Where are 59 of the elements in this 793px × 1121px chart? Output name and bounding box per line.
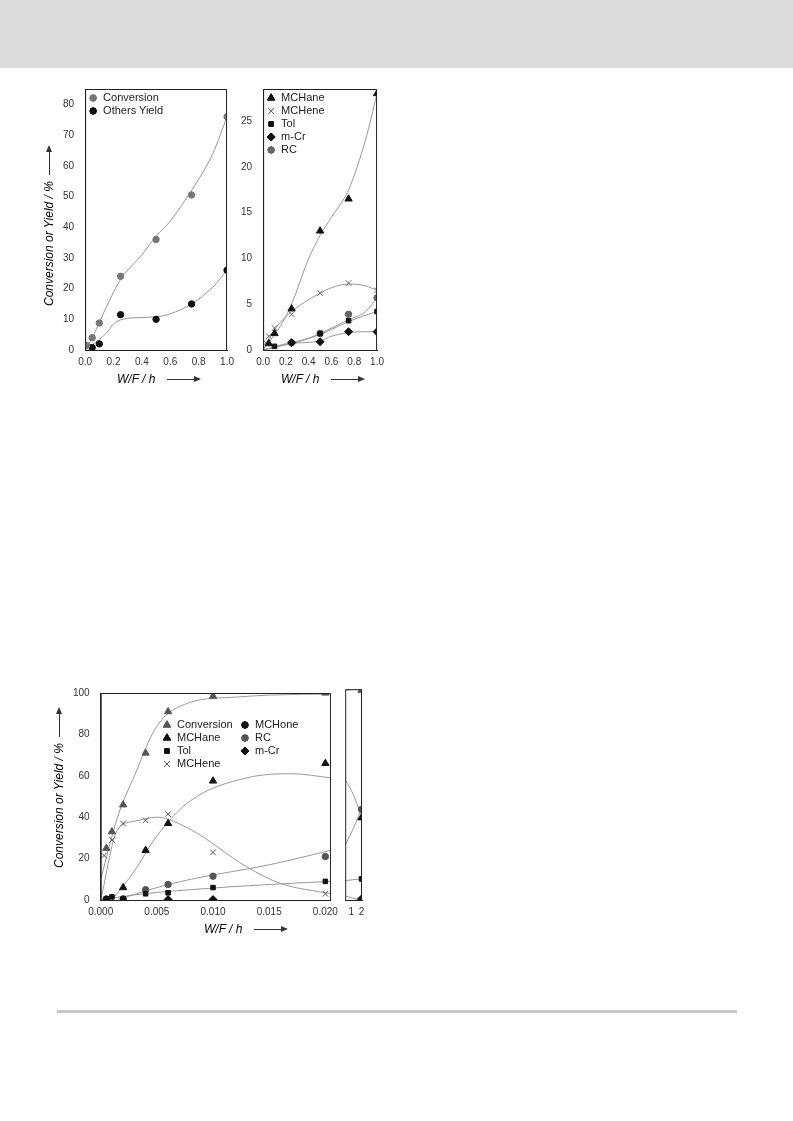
legend-label: MCHane [176,731,221,744]
y-tick-label: 60 [78,769,91,781]
y-tick-label: 0 [68,343,75,355]
y-tick-label: 10 [241,252,253,264]
x-tick-label: 2 [358,905,365,917]
y-tick-label: 0 [84,893,91,905]
x-axis-title: W/F / h [117,372,156,386]
legend-label: MCHane [281,91,325,104]
x-tick-label: 1.0 [220,355,235,367]
y-axis-title: Conversion or Yield / % [42,181,56,307]
y-tick-label: 70 [63,128,75,140]
y-tick-label: 40 [63,220,75,232]
y-axis-title: Conversion or Yield / % [52,743,66,869]
x-tick-label: 0.015 [256,905,283,917]
y-tick-label: 20 [78,852,91,864]
legend-label: MCHene [176,757,221,770]
y-tick-label: 20 [241,160,253,172]
y-tick-label: 5 [246,297,253,309]
x-tick-label: 0.4 [301,355,317,367]
x-axis-title: W/F / h [204,922,243,936]
legend-label: RC [281,143,298,156]
y-tick-label: 30 [63,251,75,263]
y-tick-label: 80 [78,728,91,740]
legend-label: RC [254,731,271,744]
y-tick-label: 15 [241,206,253,218]
x-tick-label: 0.2 [106,355,121,367]
y-tick-label: 20 [63,282,75,294]
legend-label: m-Cr [254,744,280,757]
x-axis-title: W/F / h [281,372,320,386]
x-tick-label: 0.8 [191,355,207,367]
x-tick-label: 0.010 [200,905,226,917]
x-tick-label: 0.0 [78,355,93,367]
x-tick-label: 0.0 [256,355,271,367]
x-tick-label: 0.005 [144,905,170,917]
y-tick-label: 40 [78,810,91,822]
legend-label: Tol [281,117,296,130]
legend-label: Others Yield [103,104,164,117]
x-tick-label: 0.4 [134,355,150,367]
legend-label: MCHene [281,104,325,117]
legend-label: Conversion [103,91,159,104]
x-tick-label: 1 [348,905,355,917]
legend-label: MCHone [254,718,299,731]
legend-label: Tol [176,744,192,757]
x-tick-label: 0.6 [163,355,178,367]
y-tick-label: 80 [63,98,75,110]
y-tick-label: 50 [63,190,75,202]
x-tick-label: 0.6 [324,355,339,367]
y-tick-label: 25 [241,114,253,126]
y-tick-label: 60 [63,159,75,171]
x-tick-label: 1.0 [370,355,385,367]
y-tick-label: 100 [73,686,91,698]
y-tick-label: 0 [246,343,253,355]
x-tick-label: 0.2 [278,355,294,367]
y-tick-label: 10 [63,313,75,325]
x-tick-label: 0.8 [347,355,362,367]
legend-label: m-Cr [281,130,306,143]
legend-label: Conversion [176,718,233,731]
x-tick-label: 0.020 [312,905,339,917]
x-tick-label: 0.000 [88,905,114,917]
